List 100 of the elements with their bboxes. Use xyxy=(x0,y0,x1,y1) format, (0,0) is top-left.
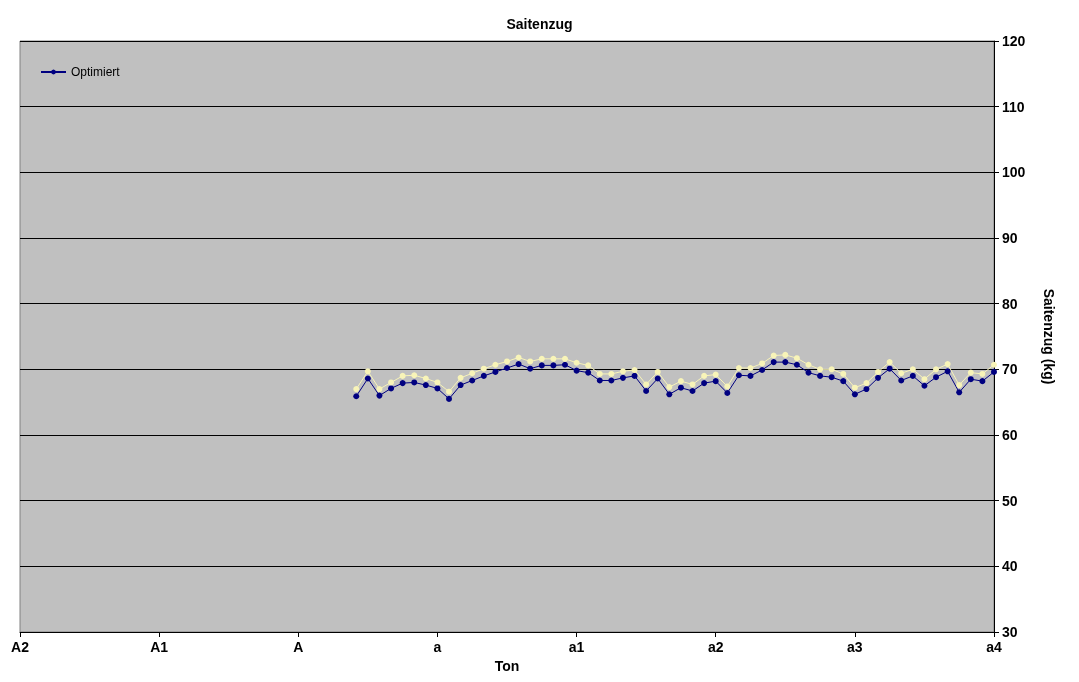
point xyxy=(376,392,383,399)
y-tick-label: 80 xyxy=(1002,295,1018,312)
point xyxy=(793,361,800,368)
point xyxy=(654,368,661,375)
point xyxy=(469,370,476,377)
point xyxy=(724,389,731,396)
x-axis-title: Ton xyxy=(494,657,520,674)
point xyxy=(422,375,429,382)
y-tick-label: 90 xyxy=(1002,230,1018,246)
point xyxy=(747,365,754,372)
point xyxy=(561,355,568,362)
point xyxy=(956,389,963,396)
y-tick-label: 120 xyxy=(1002,33,1026,49)
point xyxy=(353,386,360,393)
point xyxy=(886,359,893,366)
y-tick-label: 100 xyxy=(1002,164,1026,181)
point xyxy=(967,369,974,376)
point xyxy=(573,359,580,366)
point xyxy=(480,372,487,379)
point xyxy=(585,362,592,369)
point xyxy=(875,374,882,381)
y-tick-label: 110 xyxy=(1002,98,1025,115)
point xyxy=(701,372,708,379)
point xyxy=(944,368,951,375)
point xyxy=(364,368,371,375)
point xyxy=(515,354,522,361)
point xyxy=(979,370,986,377)
point xyxy=(677,384,684,391)
point xyxy=(434,379,441,386)
point xyxy=(538,362,545,369)
y-tick-label: 40 xyxy=(1002,558,1018,575)
x-tick-label: a3 xyxy=(847,639,863,655)
point xyxy=(527,358,534,365)
point xyxy=(677,378,684,385)
point xyxy=(967,376,974,383)
point xyxy=(886,365,893,372)
x-tick-label: a1 xyxy=(568,639,585,655)
point xyxy=(909,372,916,379)
point xyxy=(399,380,406,387)
point xyxy=(446,388,453,395)
point xyxy=(504,365,510,372)
point xyxy=(596,370,603,377)
y-tick-label: 50 xyxy=(1002,492,1018,509)
point xyxy=(434,385,441,392)
point xyxy=(851,384,858,391)
point xyxy=(364,375,371,382)
point xyxy=(817,372,824,379)
y-tick-label: 60 xyxy=(1002,427,1018,443)
point xyxy=(851,391,858,398)
y-axis-title: Saitenzug (kg) xyxy=(1041,288,1057,385)
point xyxy=(735,365,742,372)
point xyxy=(828,366,835,373)
point xyxy=(666,384,673,391)
point xyxy=(770,359,777,366)
legend-label: Optimiert xyxy=(71,65,121,79)
point xyxy=(701,380,708,387)
point xyxy=(909,366,916,373)
point xyxy=(643,381,650,388)
point xyxy=(666,391,673,398)
point xyxy=(724,383,731,390)
point xyxy=(689,381,696,388)
point xyxy=(747,372,754,379)
point xyxy=(619,368,626,375)
point xyxy=(759,366,766,373)
point xyxy=(457,374,464,381)
point xyxy=(585,369,592,376)
y-tick-label: 30 xyxy=(1002,624,1018,640)
point xyxy=(446,395,453,402)
point xyxy=(504,358,510,365)
point xyxy=(608,370,615,377)
point xyxy=(492,361,499,368)
point xyxy=(933,366,940,373)
point xyxy=(515,361,522,368)
point xyxy=(944,361,951,368)
point xyxy=(631,372,638,379)
point xyxy=(782,359,789,366)
point xyxy=(596,377,603,384)
point xyxy=(805,361,812,368)
x-tick-label: A2 xyxy=(11,639,30,655)
point xyxy=(921,382,928,389)
point xyxy=(388,385,395,392)
x-tick-label: A xyxy=(293,639,304,655)
point xyxy=(840,370,847,377)
x-tick-label: A1 xyxy=(150,639,169,655)
point xyxy=(619,374,626,381)
point xyxy=(411,379,418,386)
point xyxy=(782,351,789,358)
point xyxy=(388,379,395,386)
point xyxy=(840,378,847,385)
point xyxy=(898,370,905,377)
point xyxy=(411,372,418,379)
y-tick-label: 70 xyxy=(1002,361,1018,378)
point xyxy=(527,365,534,372)
point xyxy=(805,369,812,376)
point xyxy=(573,367,580,374)
point xyxy=(492,368,499,375)
point xyxy=(933,374,940,381)
point xyxy=(550,362,557,369)
point xyxy=(875,368,882,375)
point xyxy=(376,386,383,393)
